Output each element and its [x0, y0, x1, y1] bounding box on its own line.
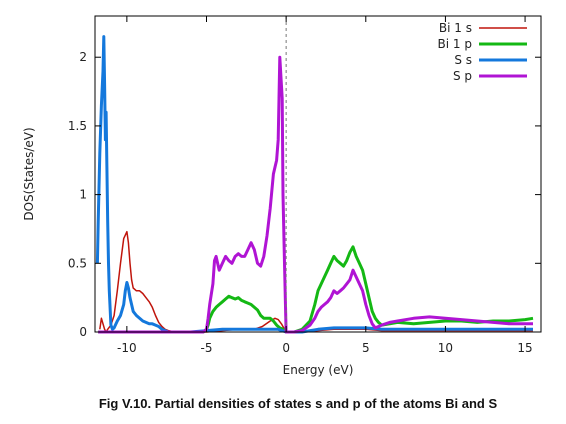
legend: Bi 1 s Bi 1 p S s S p	[438, 21, 527, 83]
legend-label: Bi 1 s	[439, 21, 472, 35]
legend-label: Bi 1 p	[438, 37, 472, 51]
series-line-4	[98, 55, 533, 334]
series-line-3	[95, 35, 533, 334]
x-axis-label: Energy (eV)	[283, 363, 354, 377]
dos-chart: -10 -5 0 5 10 15 0 0.5 1 1.5 2 Energy (eV) DOS(Sta…	[22, 15, 542, 377]
y-tick-label: 2	[79, 50, 87, 64]
plot-frame	[94, 15, 542, 333]
axis-ticks: -10 -5 0 5 10 15 0 0.5 1 1.5 2	[68, 16, 541, 355]
x-tick-label: -10	[117, 341, 137, 355]
y-tick-label: 0	[79, 325, 87, 339]
x-tick-label: 5	[362, 341, 370, 355]
legend-label: S p	[453, 69, 472, 83]
y-tick-label: 0.5	[68, 256, 87, 270]
x-tick-label: 10	[438, 341, 453, 355]
y-axis-label: DOS(States/eV)	[22, 127, 36, 220]
y-tick-label: 1	[79, 188, 87, 202]
x-tick-label: 0	[282, 341, 290, 355]
x-tick-label: -5	[201, 341, 213, 355]
legend-label: S s	[454, 53, 472, 67]
plot-lines	[95, 35, 534, 334]
figure-caption: Fig V.10. Partial densities of states s …	[98, 396, 498, 411]
x-tick-label: 15	[517, 341, 532, 355]
y-tick-label: 1.5	[68, 119, 87, 133]
